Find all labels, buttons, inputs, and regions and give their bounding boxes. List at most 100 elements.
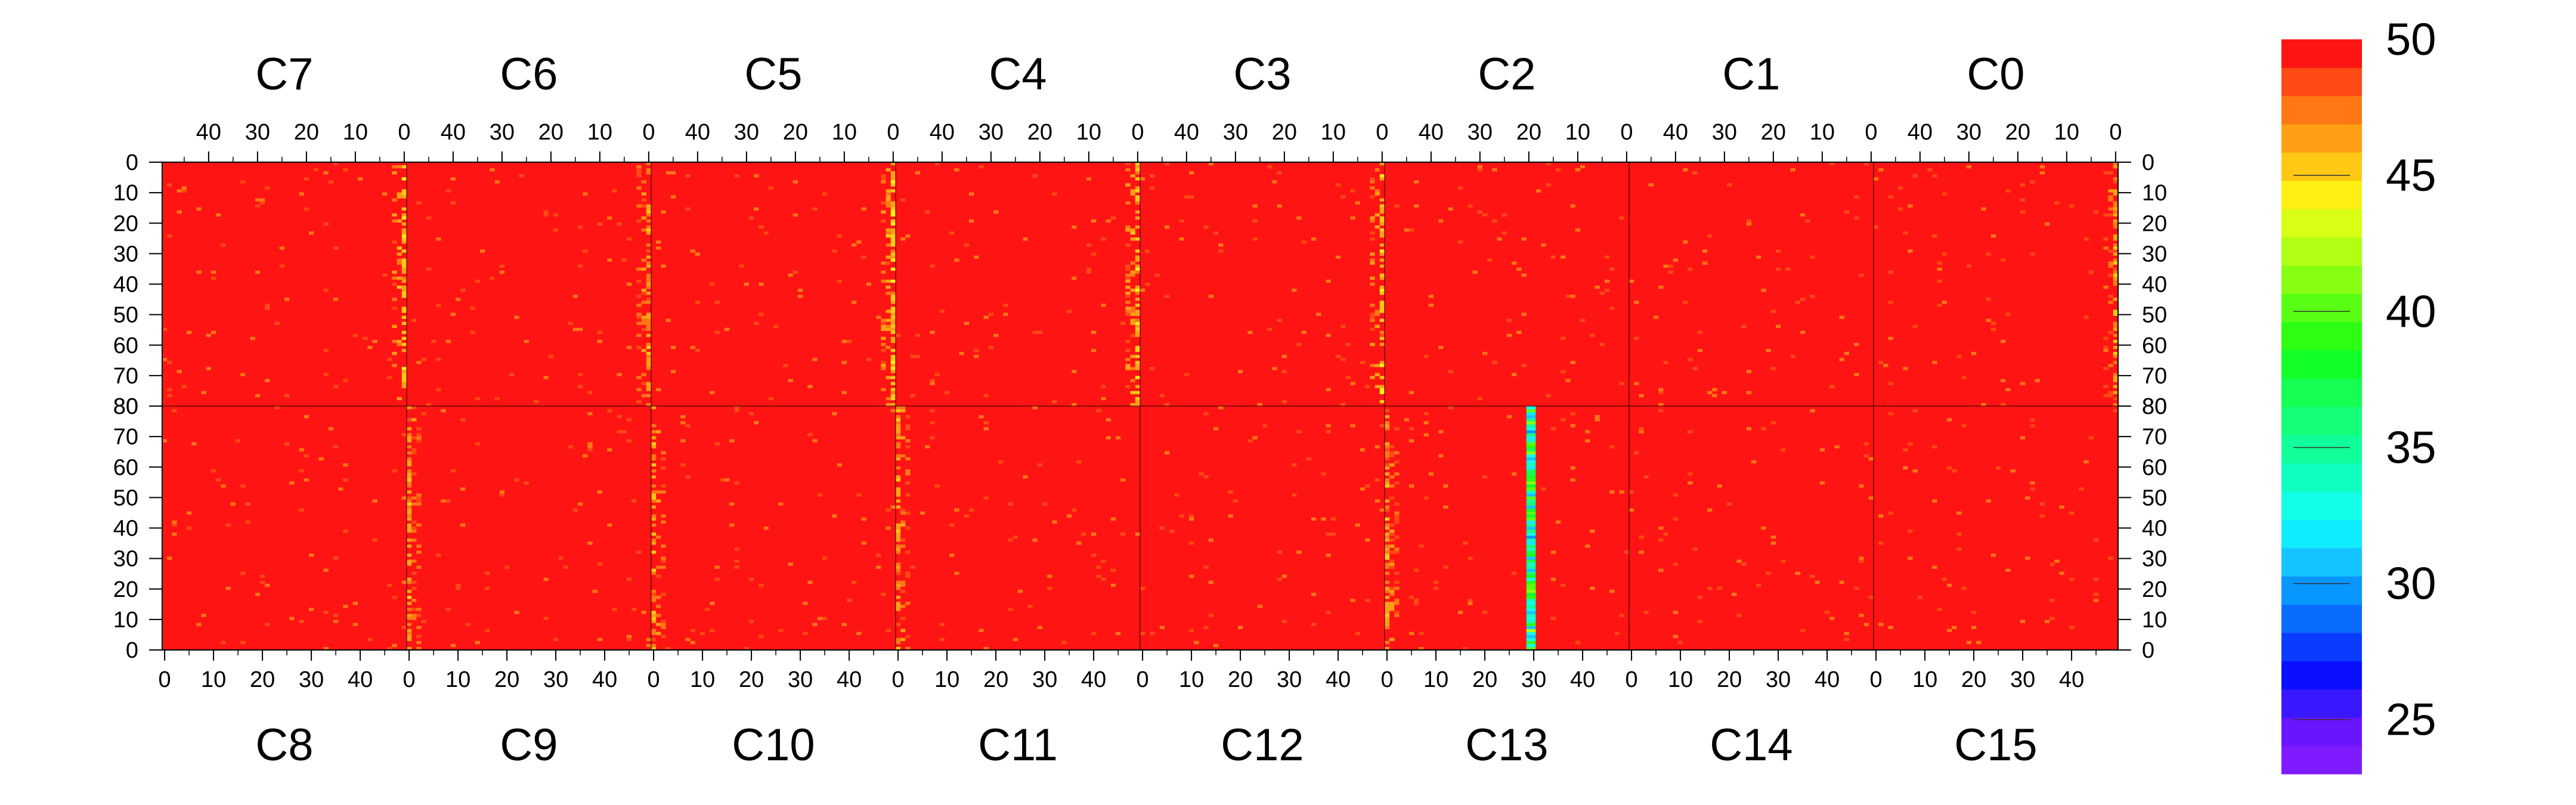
heatmap-cell: [597, 490, 602, 494]
heatmap-cell: [436, 237, 441, 241]
heatmap-cell: [465, 623, 470, 626]
heatmap-cell: [1521, 273, 1527, 277]
heatmap-cell: [651, 493, 657, 497]
heatmap-cell: [886, 192, 891, 196]
heatmap-cell: [1526, 574, 1536, 578]
heatmap-cell: [187, 526, 192, 530]
heatmap-cell: [896, 640, 901, 645]
heatmap-cell: [900, 590, 906, 593]
heatmap-cell: [1526, 626, 1536, 629]
heatmap-cell: [587, 391, 593, 395]
heatmap-cell: [2001, 402, 2006, 407]
heatmap-cell: [890, 189, 896, 193]
heatmap-cell: [680, 439, 686, 442]
heatmap-cell: [382, 192, 388, 196]
heatmap-cell: [240, 571, 246, 575]
heatmap-cell: [646, 273, 651, 277]
heatmap-cell: [896, 418, 901, 422]
heatmap-cell: [2088, 436, 2094, 439]
heatmap-cell: [1150, 174, 1155, 178]
x-tick-label: 40: [2059, 667, 2084, 692]
heatmap-cell: [621, 258, 627, 262]
heatmap-cell: [407, 623, 412, 626]
heatmap-cell: [2059, 571, 2064, 575]
heatmap-cell: [1374, 225, 1380, 229]
heatmap-cell: [499, 264, 504, 268]
heatmap-cell: [1076, 460, 1082, 464]
heatmap-cell: [367, 346, 373, 349]
heatmap-cell: [578, 264, 583, 268]
heatmap-cell: [1125, 364, 1131, 367]
heatmap-cell: [1385, 623, 1390, 626]
heatmap-cell: [1086, 243, 1091, 247]
heatmap-cell: [1370, 186, 1375, 190]
heatmap-cell: [890, 358, 896, 361]
heatmap-cell: [2113, 252, 2118, 256]
heatmap-cell: [397, 246, 402, 250]
heatmap-cell: [1135, 286, 1140, 289]
heatmap-cell: [1292, 493, 1297, 497]
heatmap-cell: [1526, 505, 1536, 509]
heatmap-cell: [949, 553, 955, 557]
heatmap-cell: [177, 210, 182, 214]
heatmap-cell: [1526, 472, 1536, 476]
heatmap-cell: [265, 186, 270, 190]
heatmap-cell: [1130, 391, 1135, 395]
heatmap-cell: [646, 210, 651, 214]
heatmap-cell: [1150, 186, 1155, 190]
heatmap-cell: [651, 599, 657, 602]
heatmap-cell: [407, 406, 412, 410]
heatmap-cell: [1526, 577, 1536, 581]
heatmap-cell: [890, 327, 896, 332]
heatmap-cell: [177, 370, 182, 373]
heatmap-cell: [1037, 330, 1042, 335]
heatmap-cell: [1125, 286, 1131, 289]
heatmap-cell: [1741, 562, 1747, 566]
heatmap-cell: [1501, 231, 1507, 235]
heatmap-cell: [881, 367, 886, 370]
heatmap-cell: [397, 258, 402, 262]
heatmap-cell: [1008, 608, 1013, 611]
heatmap-cell: [890, 177, 896, 181]
heatmap-cell: [1614, 631, 1620, 636]
heatmap-cell: [1135, 376, 1140, 379]
heatmap-cell: [841, 623, 847, 626]
heatmap-cell: [773, 324, 779, 329]
heatmap-cell: [2094, 538, 2099, 542]
heatmap-cell: [714, 565, 720, 569]
heatmap-cell: [2103, 286, 2109, 289]
heatmap-cell: [1125, 295, 1131, 298]
heatmap-cell: [2113, 282, 2118, 286]
heatmap-cell: [905, 493, 911, 497]
heatmap-cell: [1292, 463, 1297, 467]
heatmap-cell: [983, 394, 989, 398]
heatmap-cell: [817, 617, 822, 620]
heatmap-cell: [1697, 596, 1702, 599]
heatmap-cell: [441, 499, 446, 503]
heatmap-cell: [881, 327, 886, 332]
heatmap-cell: [636, 186, 642, 190]
heatmap-cell: [543, 577, 549, 581]
heatmap-cell: [407, 502, 412, 506]
heatmap-cell: [279, 246, 284, 250]
heatmap-cell: [1526, 460, 1536, 464]
heatmap-cell: [1863, 162, 1869, 166]
heatmap-cell: [323, 171, 329, 175]
heatmap-cell: [670, 370, 676, 373]
heatmap-cell: [778, 628, 784, 632]
heatmap-cell: [876, 553, 881, 557]
heatmap-cell: [1385, 602, 1390, 605]
heatmap-cell: [1556, 168, 1561, 172]
heatmap-cell: [1526, 559, 1536, 563]
heatmap-cell: [734, 174, 739, 178]
heatmap-cell: [1208, 162, 1213, 166]
heatmap-cell: [1037, 626, 1042, 629]
heatmap-cell: [1125, 306, 1131, 310]
heatmap-cell: [1526, 568, 1536, 572]
heatmap-cell: [1135, 324, 1140, 329]
heatmap-cell: [1218, 243, 1224, 247]
heatmap-cell: [881, 210, 886, 214]
heatmap-cell: [636, 216, 642, 220]
panel-label: C0: [1967, 49, 2024, 100]
heatmap-cell: [1365, 385, 1370, 388]
